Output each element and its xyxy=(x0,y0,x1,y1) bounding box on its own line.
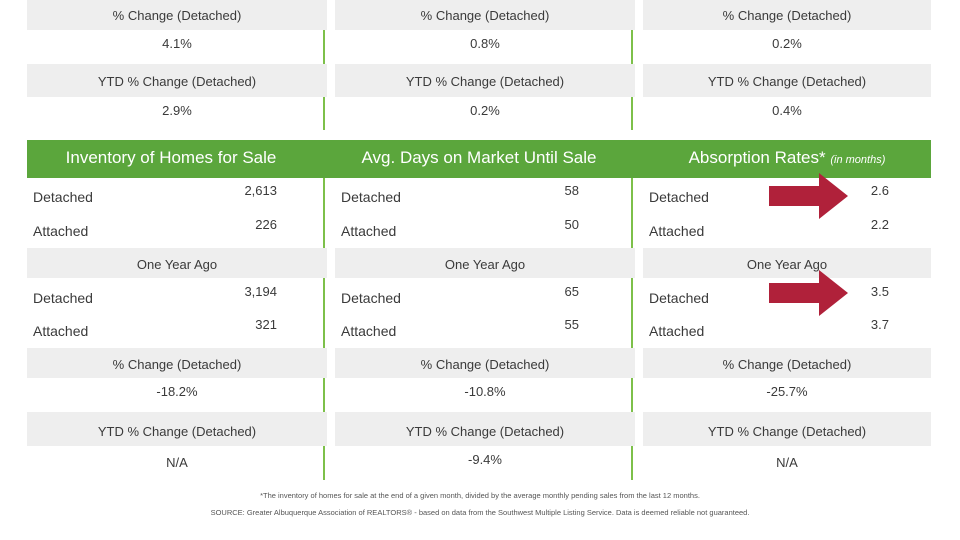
pct-change-value: 0.2% xyxy=(772,36,802,51)
pct-change-label: % Change (Detached) xyxy=(722,357,852,372)
pct-change-label: % Change (Detached) xyxy=(112,357,242,372)
ytd-change-label: YTD % Change (Detached) xyxy=(97,74,257,89)
absorption-footnote: *The inventory of homes for sale at the … xyxy=(260,491,700,500)
absorption-rates-title-text: Absorption Rates* xyxy=(688,148,826,167)
ya-attached-value: 321 xyxy=(255,317,277,332)
ya-attached-label: Attached xyxy=(341,323,397,339)
ya-detached-value: 3.5 xyxy=(870,284,889,299)
pct-change-header xyxy=(643,348,931,378)
attached-value: 50 xyxy=(564,217,579,232)
ytd-change-header xyxy=(335,412,635,446)
top-column-3: % Change (Detached) 0.2% YTD % Change (D… xyxy=(643,0,931,130)
one-year-ago-header xyxy=(27,248,327,278)
column-divider-right-lower xyxy=(631,178,633,480)
days-on-market-panel: Detached 58 Attached 50 One Year Ago Det… xyxy=(335,178,635,480)
attached-label: Attached xyxy=(649,223,705,239)
pct-change-value: 4.1% xyxy=(162,36,192,51)
ytd-change-label: YTD % Change (Detached) xyxy=(97,424,257,439)
attached-value: 226 xyxy=(255,217,277,232)
inventory-panel: Detached 2,613 Attached 226 One Year Ago… xyxy=(27,178,327,480)
pct-change-value: -10.8% xyxy=(464,384,506,399)
detached-label: Detached xyxy=(341,189,401,205)
right-arrow-icon xyxy=(769,173,848,219)
ya-detached-value: 65 xyxy=(564,284,579,299)
pct-change-header xyxy=(335,348,635,378)
detached-label: Detached xyxy=(33,189,93,205)
one-year-ago-label: One Year Ago xyxy=(746,257,828,272)
ya-detached-value: 3,194 xyxy=(244,284,277,299)
ytd-change-value: 2.9% xyxy=(162,103,192,118)
pct-change-label: % Change (Detached) xyxy=(420,357,550,372)
top-column-1: % Change (Detached) 4.1% YTD % Change (D… xyxy=(27,0,327,130)
detached-value: 58 xyxy=(564,183,579,198)
pct-change-label: % Change (Detached) xyxy=(420,8,550,23)
days-on-market-title: Avg. Days on Market Until Sale xyxy=(325,140,633,178)
ya-detached-label: Detached xyxy=(33,290,93,306)
one-year-ago-header xyxy=(643,248,931,278)
ytd-change-header xyxy=(643,412,931,446)
ytd-change-label: YTD % Change (Detached) xyxy=(707,74,867,89)
one-year-ago-label: One Year Ago xyxy=(444,257,526,272)
ya-detached-label: Detached xyxy=(649,290,709,306)
ytd-change-header xyxy=(27,64,327,97)
inventory-title: Inventory of Homes for Sale xyxy=(17,140,325,178)
ytd-change-label: YTD % Change (Detached) xyxy=(405,74,565,89)
detached-label: Detached xyxy=(649,189,709,205)
days-on-market-title-text: Avg. Days on Market Until Sale xyxy=(361,148,597,167)
pct-change-header xyxy=(27,0,327,30)
attached-label: Attached xyxy=(33,223,89,239)
one-year-ago-header xyxy=(335,248,635,278)
pct-change-value: -25.7% xyxy=(766,384,808,399)
ya-attached-value: 55 xyxy=(564,317,579,332)
inventory-title-text: Inventory of Homes for Sale xyxy=(65,148,277,167)
pct-change-label: % Change (Detached) xyxy=(112,8,242,23)
ytd-change-value: N/A xyxy=(166,455,188,470)
ya-attached-label: Attached xyxy=(33,323,89,339)
pct-change-header xyxy=(27,348,327,378)
attached-value: 2.2 xyxy=(870,217,889,232)
section-header-band xyxy=(27,140,931,178)
ytd-change-value: -9.4% xyxy=(468,452,502,467)
one-year-ago-label: One Year Ago xyxy=(136,257,218,272)
top-column-2: % Change (Detached) 0.8% YTD % Change (D… xyxy=(335,0,635,130)
ya-attached-value: 3.7 xyxy=(870,317,889,332)
absorption-rates-subtitle: (in months) xyxy=(830,154,886,166)
column-divider-left-lower xyxy=(323,178,325,480)
ytd-change-value: 0.4% xyxy=(772,103,802,118)
ytd-change-header xyxy=(643,64,931,97)
detached-value: 2,613 xyxy=(244,183,277,198)
attached-label: Attached xyxy=(341,223,397,239)
pct-change-value: -18.2% xyxy=(156,384,198,399)
ya-attached-label: Attached xyxy=(649,323,705,339)
source-footnote: SOURCE: Greater Albuquerque Association … xyxy=(210,508,750,517)
ytd-change-header xyxy=(27,412,327,446)
absorption-rates-panel: Detached 2.6 Attached 2.2 One Year Ago D… xyxy=(643,178,931,480)
ytd-change-label: YTD % Change (Detached) xyxy=(405,424,565,439)
absorption-rates-title: Absorption Rates* (in months) xyxy=(633,140,941,178)
ytd-change-label: YTD % Change (Detached) xyxy=(707,424,867,439)
pct-change-label: % Change (Detached) xyxy=(722,8,852,23)
pct-change-value: 0.8% xyxy=(470,36,500,51)
pct-change-header xyxy=(335,0,635,30)
ytd-change-header xyxy=(335,64,635,97)
right-arrow-icon xyxy=(769,270,848,316)
ytd-change-value: N/A xyxy=(776,455,798,470)
pct-change-header xyxy=(643,0,931,30)
detached-value: 2.6 xyxy=(870,183,889,198)
ya-detached-label: Detached xyxy=(341,290,401,306)
ytd-change-value: 0.2% xyxy=(470,103,500,118)
